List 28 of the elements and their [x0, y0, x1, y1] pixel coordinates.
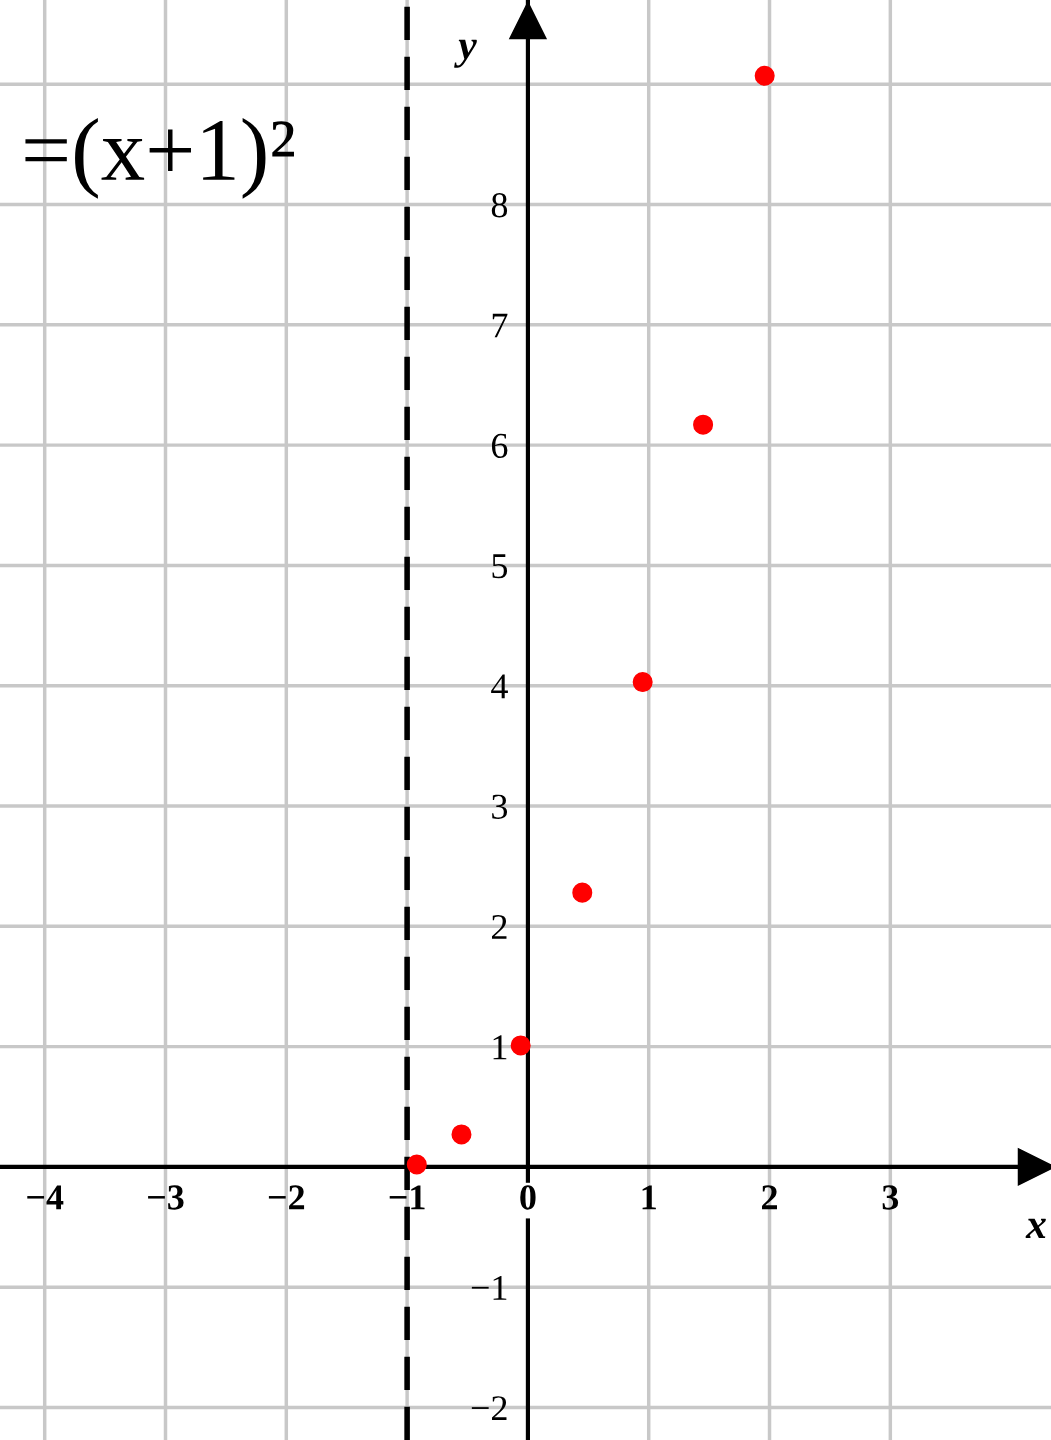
- point: [754, 65, 775, 86]
- y-tick-label: 7: [492, 313, 508, 338]
- x-tick-label: 3: [882, 1185, 899, 1210]
- y-tick-label: 4: [491, 674, 508, 699]
- point: [572, 882, 593, 903]
- point: [693, 414, 714, 435]
- x-tick-label: −2: [268, 1185, 305, 1210]
- point: [510, 1035, 531, 1056]
- x-tick-label: 2: [762, 1185, 777, 1210]
- x-tick-label: −3: [148, 1185, 184, 1210]
- x-axis-title: x: [1025, 1218, 1046, 1238]
- y-tick-label: 3: [492, 794, 508, 819]
- y-tick-label: 2: [492, 914, 507, 939]
- point: [632, 672, 653, 693]
- y-tick-label: −1: [471, 1275, 507, 1300]
- y-tick-label: 1: [493, 1035, 507, 1060]
- y-tick-label: 5: [492, 554, 508, 579]
- x-tick-label: −4: [27, 1185, 64, 1210]
- annotation: =(x+1)²: [25, 118, 294, 199]
- point: [451, 1124, 472, 1145]
- y-tick-label: 6: [491, 433, 508, 458]
- y-tick-label: −2: [471, 1396, 507, 1421]
- x-tick-label: −1: [389, 1185, 425, 1210]
- x-tick-label: 0: [520, 1185, 536, 1210]
- x-tick-label: 1: [642, 1185, 656, 1210]
- y-axis-title: y: [454, 39, 477, 68]
- point: [406, 1154, 427, 1175]
- y-tick-label: 8: [491, 193, 508, 218]
